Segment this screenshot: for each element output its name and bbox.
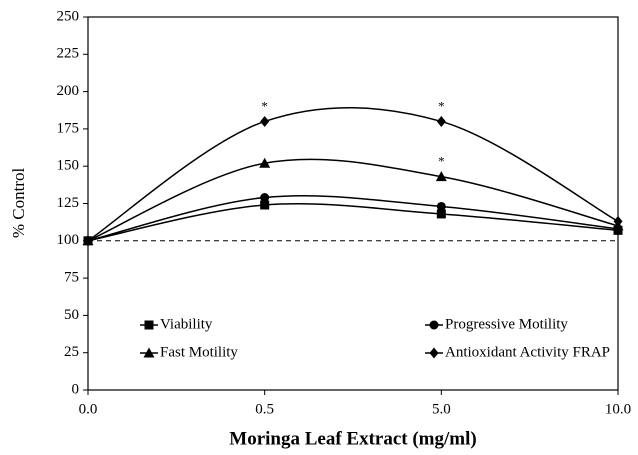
significance-mark: * bbox=[438, 98, 445, 113]
marker bbox=[436, 209, 446, 219]
marker bbox=[436, 201, 446, 211]
marker bbox=[429, 320, 439, 330]
x-axis-label: Moringa Leaf Extract (mg/ml) bbox=[229, 428, 476, 449]
y-tick-label: 100 bbox=[57, 232, 80, 248]
marker bbox=[435, 171, 447, 182]
marker bbox=[260, 200, 270, 210]
x-tick-label: 0.5 bbox=[255, 401, 274, 417]
series-line bbox=[87, 106, 619, 242]
y-tick-label: 75 bbox=[64, 270, 79, 286]
y-axis-label: % Control bbox=[9, 168, 28, 239]
legend-label: Antioxidant Activity FRAP bbox=[445, 344, 610, 360]
marker bbox=[260, 115, 270, 127]
series-line bbox=[87, 195, 619, 242]
series-line bbox=[87, 203, 619, 242]
x-tick-label: 0.0 bbox=[79, 401, 98, 417]
y-tick-label: 250 bbox=[57, 8, 80, 24]
y-tick-label: 225 bbox=[57, 46, 80, 62]
y-tick-label: 200 bbox=[57, 83, 80, 99]
y-tick-label: 175 bbox=[57, 120, 80, 136]
marker bbox=[144, 320, 154, 330]
marker bbox=[613, 215, 623, 227]
significance-mark: * bbox=[438, 154, 445, 169]
plot-frame bbox=[87, 16, 619, 391]
legend-label: Progressive Motility bbox=[445, 316, 568, 332]
y-tick-label: 50 bbox=[64, 307, 79, 323]
marker bbox=[436, 115, 446, 127]
y-tick-label: 0 bbox=[72, 381, 80, 397]
marker bbox=[429, 347, 439, 359]
y-tick-label: 150 bbox=[57, 158, 80, 174]
x-tick-label: 10.0 bbox=[605, 401, 631, 417]
y-tick-label: 25 bbox=[64, 344, 79, 360]
marker bbox=[143, 347, 155, 358]
significance-mark: * bbox=[261, 98, 268, 113]
legend-label: Fast Motility bbox=[160, 344, 238, 360]
x-tick-label: 5.0 bbox=[432, 401, 451, 417]
series-line bbox=[87, 158, 619, 242]
marker bbox=[259, 157, 271, 168]
marker bbox=[260, 193, 270, 203]
y-tick-label: 125 bbox=[57, 195, 80, 211]
legend-label: Viability bbox=[160, 316, 213, 332]
marker bbox=[83, 235, 93, 247]
